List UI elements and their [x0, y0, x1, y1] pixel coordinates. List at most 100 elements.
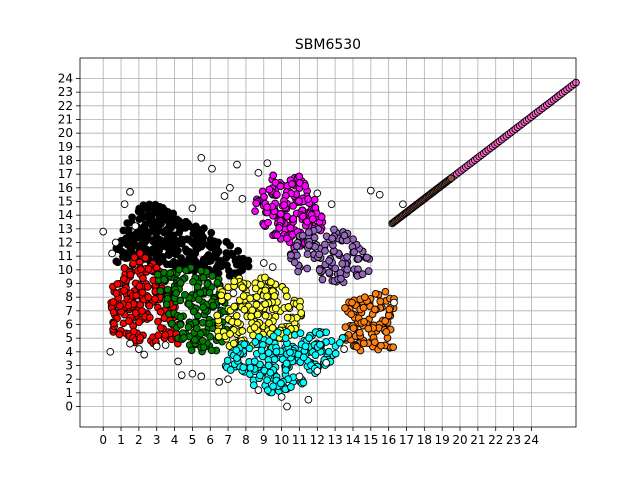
- data-point: [246, 363, 255, 372]
- data-point: [192, 324, 201, 333]
- y-tick-label: 15: [58, 195, 73, 209]
- data-point: [236, 257, 245, 266]
- data-point: [177, 254, 185, 262]
- data-point: [233, 247, 242, 255]
- data-point: [269, 332, 278, 341]
- data-point: [240, 305, 249, 314]
- data-point: [277, 379, 285, 388]
- data-point: [318, 275, 327, 284]
- data-point: [131, 241, 140, 250]
- data-point: [252, 199, 261, 208]
- data-point: [181, 290, 189, 299]
- data-point: [146, 249, 154, 258]
- data-point: [249, 381, 258, 390]
- data-point: [315, 330, 324, 338]
- outlier-point: [135, 345, 143, 353]
- data-point: [205, 319, 213, 328]
- y-tick-label: 2: [65, 372, 73, 386]
- data-point: [331, 349, 340, 358]
- y-tick-label: 11: [58, 249, 73, 263]
- data-point: [185, 300, 193, 308]
- data-point: [252, 300, 261, 309]
- data-point: [120, 286, 128, 295]
- data-point: [251, 284, 260, 293]
- data-point: [110, 319, 118, 328]
- x-tick-label: 13: [327, 433, 342, 447]
- data-point: [343, 265, 352, 274]
- data-point: [233, 318, 242, 327]
- data-point: [109, 298, 118, 306]
- data-point: [301, 342, 310, 351]
- data-point: [138, 288, 147, 297]
- data-point: [261, 273, 269, 282]
- data-point: [142, 233, 150, 242]
- x-tick-label: 20: [452, 433, 467, 447]
- y-tick-label: 12: [58, 236, 73, 250]
- data-point: [185, 248, 194, 256]
- outlier-point: [161, 341, 170, 349]
- data-point: [182, 266, 190, 275]
- data-point: [198, 318, 207, 327]
- data-point: [257, 346, 266, 355]
- data-point: [209, 301, 218, 310]
- data-point: [240, 340, 249, 349]
- data-point: [214, 332, 223, 341]
- data-point: [238, 327, 247, 335]
- data-point: [349, 235, 357, 244]
- data-point: [213, 311, 222, 320]
- outlier-point: [111, 238, 120, 247]
- data-point: [325, 256, 333, 265]
- data-point: [160, 228, 168, 237]
- data-point: [316, 340, 324, 349]
- data-point: [283, 234, 291, 243]
- data-point: [217, 291, 226, 300]
- data-point: [145, 313, 154, 322]
- data-point: [287, 251, 295, 260]
- data-point: [305, 241, 313, 249]
- data-point: [196, 289, 205, 297]
- data-point: [232, 311, 241, 320]
- data-point: [198, 336, 207, 345]
- y-tick-label: 17: [58, 167, 73, 181]
- data-point: [251, 207, 259, 216]
- data-point: [230, 269, 239, 278]
- data-point: [180, 333, 188, 342]
- outlier-point: [277, 393, 286, 401]
- outlier-point: [259, 259, 268, 267]
- outlier-point: [390, 298, 398, 307]
- x-tick-label: 18: [417, 433, 432, 447]
- data-point: [156, 308, 165, 316]
- data-point: [222, 253, 231, 262]
- y-tick-label: 24: [58, 72, 73, 86]
- data-point: [370, 338, 379, 347]
- data-point: [213, 278, 222, 287]
- data-point: [283, 313, 292, 322]
- data-point: [273, 190, 281, 199]
- data-point: [239, 292, 248, 300]
- data-point: [265, 185, 274, 194]
- data-point: [347, 310, 356, 319]
- y-tick-label: 1: [65, 386, 73, 400]
- outlier-point: [226, 183, 234, 192]
- data-point: [151, 245, 159, 254]
- data-point: [207, 346, 216, 355]
- data-point: [148, 222, 157, 230]
- outlier-point: [229, 289, 238, 297]
- outlier-point: [215, 378, 224, 386]
- data-point: [206, 332, 215, 341]
- data-point: [172, 289, 181, 297]
- data-point: [341, 323, 350, 332]
- y-tick-label: 4: [65, 345, 73, 359]
- data-point: [226, 366, 235, 374]
- data-point: [311, 351, 320, 359]
- x-tick-label: 21: [470, 433, 485, 447]
- outlier-point: [99, 227, 108, 236]
- data-point: [130, 253, 139, 262]
- chart-title: SBM6530: [295, 37, 361, 53]
- outlier-point: [152, 342, 161, 351]
- outlier-point: [140, 350, 149, 359]
- outlier-point: [313, 367, 322, 375]
- data-point: [253, 310, 262, 319]
- y-tick-label: 14: [58, 208, 73, 222]
- data-point: [295, 172, 304, 181]
